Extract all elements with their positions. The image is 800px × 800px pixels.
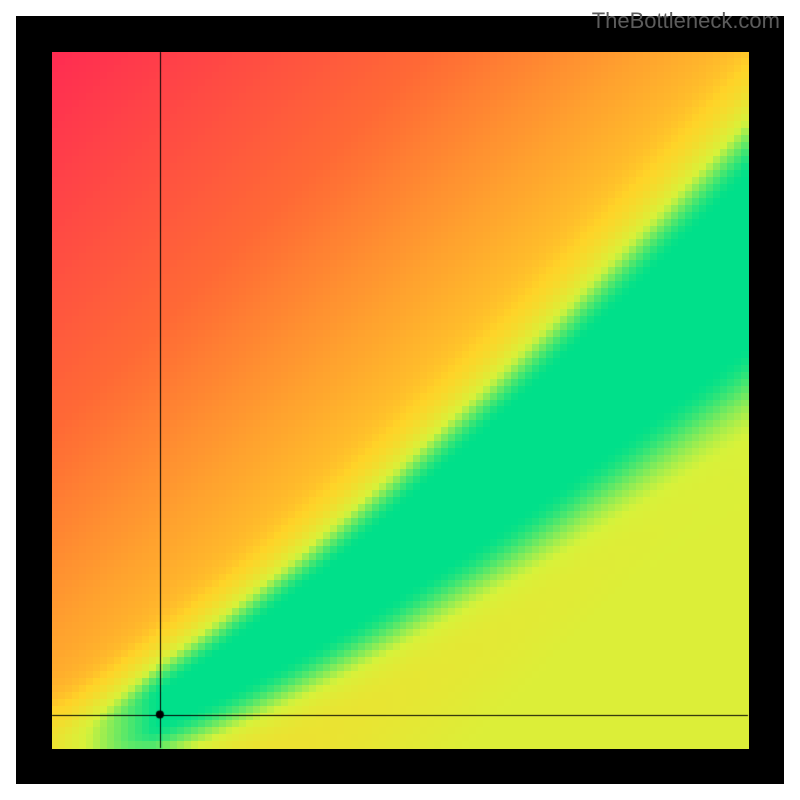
chart-container: TheBottleneck.com (0, 0, 800, 800)
watermark-text: TheBottleneck.com (592, 8, 780, 34)
crosshair-overlay (0, 0, 800, 800)
